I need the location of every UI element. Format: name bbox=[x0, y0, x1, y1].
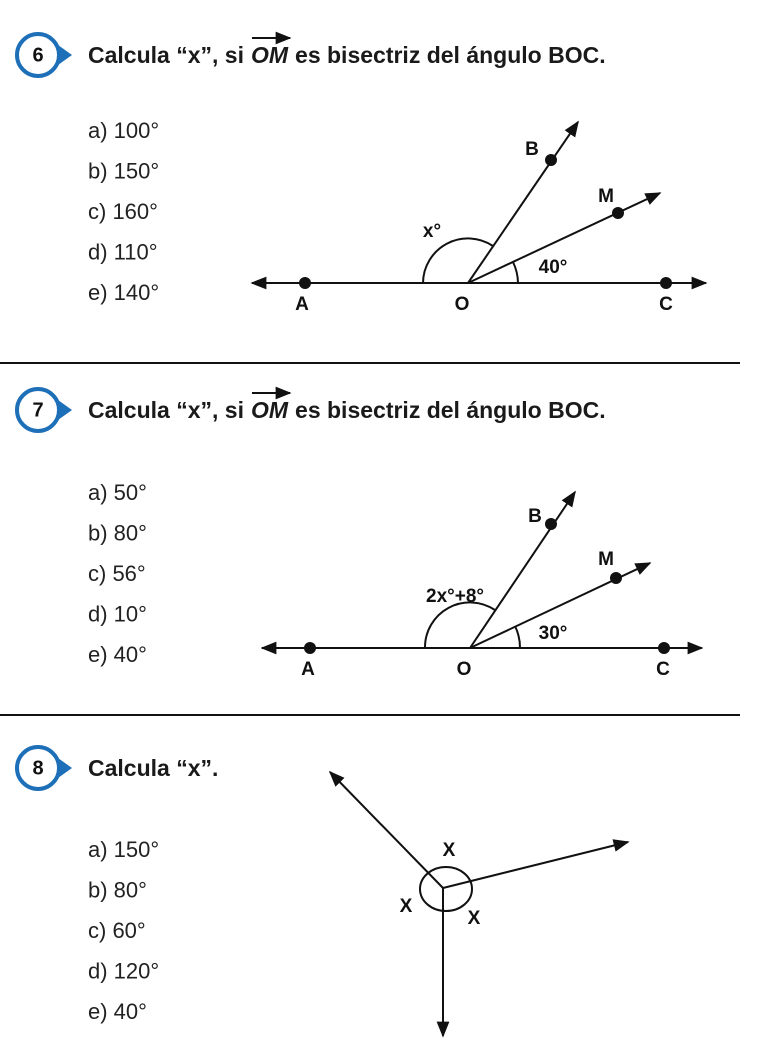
label: C bbox=[659, 294, 673, 315]
problem-number: 8 bbox=[32, 757, 43, 779]
figure: B M 2x°+8° 30° A O C bbox=[260, 490, 704, 680]
vector-name: OM bbox=[251, 42, 289, 68]
label: x° bbox=[423, 221, 441, 242]
option: a) 150° bbox=[88, 837, 159, 862]
angle-arc bbox=[423, 601, 496, 649]
option: e) 140° bbox=[88, 280, 159, 305]
label: O bbox=[455, 294, 470, 315]
angle-arc bbox=[512, 261, 519, 284]
label: B bbox=[525, 139, 539, 160]
option: a) 50° bbox=[88, 480, 147, 505]
ray bbox=[442, 839, 630, 889]
angle-arc bbox=[422, 237, 494, 284]
label: X bbox=[468, 908, 481, 929]
label: 2x°+8° bbox=[426, 586, 484, 607]
label: M bbox=[598, 186, 614, 207]
option: c) 160° bbox=[88, 199, 158, 224]
point bbox=[545, 518, 557, 530]
figure: X X X bbox=[328, 770, 630, 1038]
point bbox=[658, 642, 670, 654]
question: Calcula “x”, si bbox=[88, 42, 244, 68]
label: 40° bbox=[539, 257, 568, 278]
option: c) 60° bbox=[88, 918, 146, 943]
angle-arc bbox=[514, 625, 522, 649]
question: es bisectriz del ángulo BOC. bbox=[295, 42, 606, 68]
point bbox=[545, 154, 557, 166]
badge bbox=[15, 387, 61, 433]
label: 30° bbox=[539, 623, 568, 644]
ray-ob bbox=[467, 120, 579, 284]
point bbox=[660, 277, 672, 289]
figure: B M x° 40° A O C bbox=[250, 120, 708, 315]
option: a) 100° bbox=[88, 118, 159, 143]
ray bbox=[328, 770, 444, 889]
option: e) 40° bbox=[88, 642, 147, 667]
label: A bbox=[295, 294, 309, 315]
label: B bbox=[528, 506, 542, 527]
question: Calcula “x”, si bbox=[88, 397, 244, 423]
vector-name: OM bbox=[251, 397, 289, 423]
question: es bisectriz del ángulo BOC. bbox=[295, 397, 606, 423]
point bbox=[304, 642, 316, 654]
option: b) 80° bbox=[88, 878, 147, 903]
label: A bbox=[301, 659, 315, 680]
point bbox=[612, 207, 624, 219]
problem-number: 6 bbox=[32, 44, 43, 66]
label: X bbox=[400, 896, 413, 917]
label: C bbox=[656, 659, 670, 680]
option: c) 56° bbox=[88, 561, 146, 586]
badge bbox=[15, 745, 61, 791]
point bbox=[299, 277, 311, 289]
option: d) 10° bbox=[88, 602, 147, 627]
badge-pointer bbox=[58, 400, 72, 420]
badge bbox=[15, 32, 61, 78]
label: O bbox=[457, 659, 472, 680]
option: d) 120° bbox=[88, 959, 159, 984]
label: X bbox=[443, 840, 456, 861]
point bbox=[610, 572, 622, 584]
option: e) 40° bbox=[88, 999, 147, 1024]
problem-number: 7 bbox=[32, 399, 43, 421]
option: b) 150° bbox=[88, 159, 159, 184]
badge-pointer bbox=[58, 758, 72, 778]
ray-om bbox=[467, 192, 662, 284]
option: d) 110° bbox=[88, 240, 158, 265]
angle-arc bbox=[419, 866, 473, 912]
label: M bbox=[598, 549, 614, 570]
option: b) 80° bbox=[88, 521, 147, 546]
question: Calcula “x”. bbox=[88, 755, 218, 781]
badge-pointer bbox=[58, 45, 72, 65]
ray-ob bbox=[469, 490, 576, 649]
